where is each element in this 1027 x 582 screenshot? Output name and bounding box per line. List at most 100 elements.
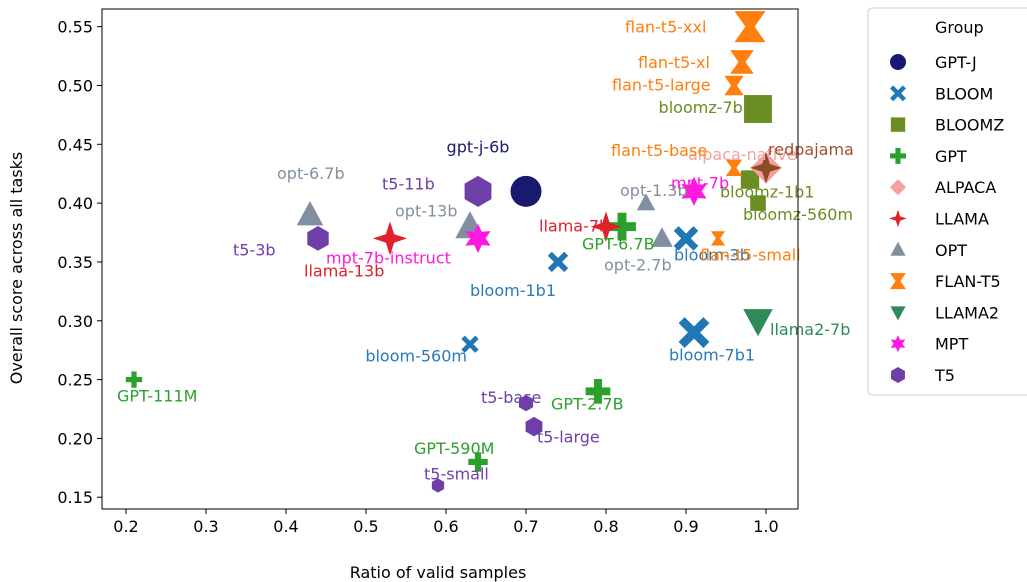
point-llama-13b [372,221,408,256]
y-tick-label: 0.35 [57,253,93,272]
x-tick-label: 1.0 [753,517,778,536]
point-label-bloom-1b1: bloom-1b1 [470,281,556,300]
x-tick-label: 0.2 [113,517,138,536]
legend-entry-alpaca: ALPACA [935,178,996,197]
x-tick-label: 0.9 [673,517,698,536]
legend-entry-bloom: BLOOM [935,84,993,103]
point-t5-large [525,416,543,437]
point-mpt-7b [681,176,707,206]
legend-marker-bloomz [890,117,906,132]
point-flan-t5-xxl [734,11,766,43]
point-label-bloom-7b1: bloom-7b1 [669,346,755,365]
legend-box [867,7,1027,396]
point-flan-t5-small [710,231,726,246]
legend-marker-gpt [890,147,906,164]
y-axis-label: Overall score across all tasks [7,152,26,385]
y-tick-label: 0.25 [57,371,93,390]
point-label-gpt-j-6b: gpt-j-6b [447,137,510,156]
x-tick-label: 0.7 [513,517,538,536]
point-label-llama2-7b: llama2-7b [770,320,850,339]
y-tick-label: 0.20 [57,429,93,448]
point-t5-11b [464,175,492,207]
point-label-opt-2.7b: opt-2.7b [604,255,672,274]
y-tick-label: 0.55 [57,18,93,37]
y-tick-label: 0.40 [57,194,93,213]
x-tick-label: 0.8 [593,517,618,536]
point-t5-base [518,394,534,412]
legend: Group GPT-J BLOOM BLOOMZ GPT ALPACA LLAMA OPT FL… [867,7,1027,396]
point-label-t5-small: t5-small [424,465,489,484]
point-GPT-590M [468,452,488,472]
y-tick-label: 0.15 [57,488,93,507]
point-bloomz-7b1 [744,95,772,123]
point-flan-t5-xl [730,50,754,74]
point-t5-small [431,478,445,493]
point-opt-2.7b [651,227,673,247]
x-tick-label: 0.6 [433,517,458,536]
legend-marker-mpt [890,335,906,353]
point-label-flan-t5-xl: flan-t5-xl [638,53,710,72]
point-GPT-6.7B [608,212,636,241]
legend-entry-llama: LLAMA [935,210,989,229]
point-label-flan-t5-base: flan-t5-base [611,141,707,160]
legend-entry-flan-t5: FLAN-T5 [935,272,1001,291]
point-label-redpajama: redpajama [768,140,854,159]
plot-frame [101,8,799,510]
legend-title: Group [935,18,984,37]
point-llama2-7b [743,309,773,337]
point-GPT-2.7B [585,379,611,404]
point-bloom-560m [461,335,479,353]
point-label-t5-11b: t5-11b [382,174,435,193]
chart-axes: 0.2 0.3 0.4 0.5 0.6 0.7 0.8 0.9 1.0 0.15 0.20 0.25 0… [57,8,799,536]
point-label-bloomz-1b1: bloomz-1b1 [720,183,814,202]
legend-marker-llama [889,209,907,228]
point-GPT-111M [125,371,143,388]
point-label-opt-13b: opt-13b [395,202,458,221]
legend-marker-llama2 [890,306,906,321]
point-label-llama-13b: llama-13b [304,261,384,280]
legend-marker-flan-t5 [890,273,906,290]
legend-entry-gpt-j: GPT-J [935,53,977,72]
point-label-alpaca-native: alpaca-native [688,145,797,164]
point-gpt-j-6b [510,175,542,207]
point-bloomz-560m [750,195,766,211]
point-label-flan-t5-large: flan-t5-large [612,76,711,95]
legend-entry-gpt: GPT [935,147,967,166]
point-t5-3b [307,226,329,251]
legend-marker-gpt-j [890,54,906,70]
x-tick-label: 0.5 [353,517,378,536]
legend-entry-mpt: MPT [935,335,968,354]
legend-entry-opt: OPT [935,241,967,260]
point-bloom-7b1 [678,317,710,348]
point-label-opt-6.7b: opt-6.7b [277,164,345,183]
point-label-llama-7b: llama-7b [539,217,609,236]
point-redpajama [750,151,782,184]
point-label-t5-large: t5-large [537,428,600,447]
legend-marker-bloom [890,85,906,102]
point-flan-t5-base [725,159,743,176]
legend-marker-alpaca [890,179,906,196]
point-label-t5-base: t5-base [481,388,541,407]
point-bloom-1b1 [547,251,569,273]
point-label-flan-t5-xxl: flan-t5-xxl [625,18,706,37]
point-bloom-3b [673,226,699,251]
point-label-t5-3b: t5-3b [233,240,276,259]
point-opt-1.3b [636,193,656,211]
point-labels: gpt-j-6b bloom-560m bloom-1b1 bloom-3b bloom… [117,18,854,484]
point-opt-6.7b [296,200,324,226]
legend-entry-t5: T5 [934,366,955,385]
point-flan-t5-large [724,75,744,96]
point-label-GPT-2.7B: GPT-2.7B [551,394,624,413]
x-tick-label: 0.3 [193,517,218,536]
point-label-opt-1.3b: opt-1.3b [620,181,688,200]
point-mpt-7b-instruct [465,223,491,254]
point-label-flan-t5-small: flan-t5-small [700,245,801,264]
point-bloomz-1b1 [740,170,760,189]
point-label-GPT-111M: GPT-111M [117,387,197,406]
point-label-bloom-3b: bloom-3b [674,245,750,264]
chart-marks [125,11,782,493]
legend-marker-t5 [891,367,905,383]
point-llama-7b [590,211,622,242]
point-label-bloom-560m: bloom-560m [365,346,467,365]
